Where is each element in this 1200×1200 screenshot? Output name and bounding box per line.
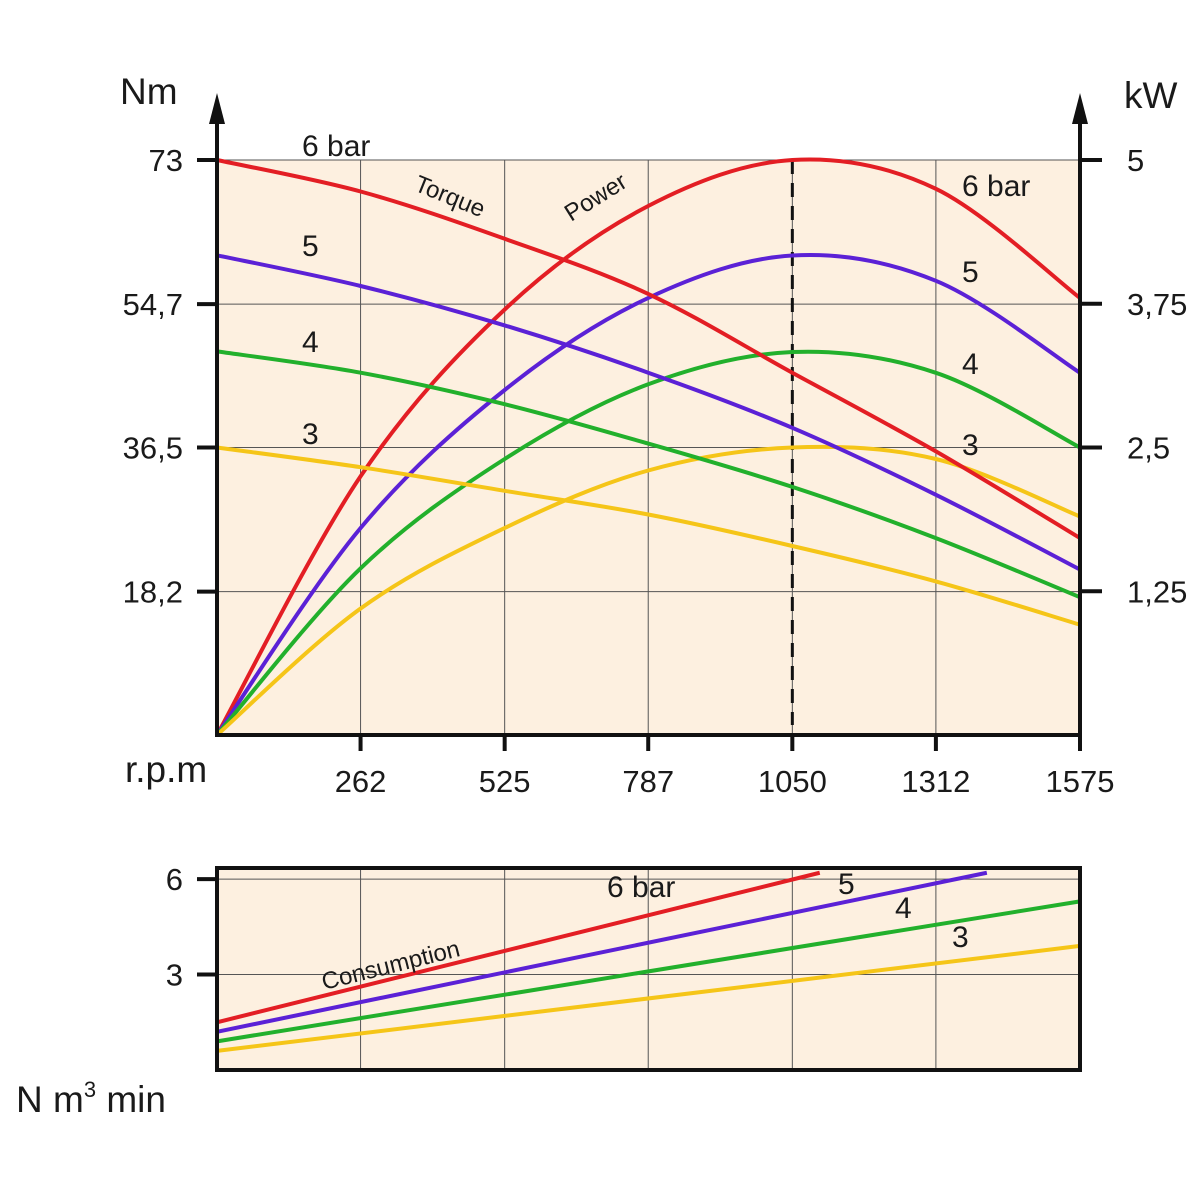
right-y-axis-title: kW: [1124, 75, 1178, 116]
right-y-axis-arrow-icon: [1072, 93, 1088, 124]
torque-label-6-bar: 6 bar: [302, 130, 370, 163]
power-curve-4: [215, 349, 1081, 737]
consumption-y-tick-label-0: 3: [166, 958, 183, 993]
consumption-line-4: [216, 899, 1081, 1044]
right-y-tick-label-1: 2,5: [1127, 431, 1170, 466]
consumption-frame: [215, 866, 1082, 1072]
consumption-label-4: 4: [895, 892, 912, 925]
torque-label-4: 4: [302, 326, 319, 359]
torque-curve-3: [216, 445, 1081, 627]
x-tick-label-0: 262: [335, 764, 387, 799]
left-y-tick-label-3: 73: [149, 143, 183, 178]
x-tick-label-3: 1050: [758, 764, 827, 799]
consumption-ticks: 36: [166, 862, 217, 993]
right-y-tick-label-2: 3,75: [1127, 287, 1187, 322]
left-y-tick-label-1: 36,5: [123, 431, 183, 466]
power-curve-6: [215, 157, 1082, 736]
consumption-line-5: [216, 870, 988, 1034]
x-tick-label-5: 1575: [1046, 764, 1115, 799]
torque-label-3: 3: [302, 418, 319, 451]
consumption-label-3: 3: [952, 921, 969, 954]
torque-power-chart: 262 525 787 1050 1312 1575 18,2 36,5 54,7 73 1,25 2…: [120, 71, 1187, 799]
x-tick-label-1: 525: [479, 764, 531, 799]
consumption-y-title-rest: min: [96, 1079, 166, 1120]
power-label-6-bar: 6 bar: [962, 170, 1030, 203]
x-tick-label-2: 787: [622, 764, 674, 799]
x-axis-title: r.p.m: [125, 749, 207, 790]
left-y-tick-label-0: 18,2: [123, 575, 183, 610]
left-y-tick-label-2: 54,7: [123, 287, 183, 322]
power-curve-5: [215, 252, 1082, 737]
torque-curve-4: [216, 349, 1081, 600]
consumption-y-title-sup: 3: [84, 1077, 96, 1102]
consumption-chart: 36 Consumption 6 bar 5 4 3 N m3 min: [16, 862, 1082, 1120]
consumption-grid: [217, 868, 1081, 1070]
consumption-y-title-main: N m: [16, 1079, 84, 1120]
torque-label-5: 5: [302, 230, 319, 263]
power-label-4: 4: [962, 348, 979, 381]
torque-curve-6: [216, 158, 1082, 540]
x-tick-label-4: 1312: [901, 764, 970, 799]
right-y-tick-label-0: 1,25: [1127, 574, 1187, 609]
right-y-tick-label-3: 5: [1127, 143, 1144, 178]
left-y-axis-arrow-icon: [209, 93, 225, 124]
torque-power-ticks: 262 525 787 1050 1312 1575 18,2 36,5 54,7 73 1,25 2…: [123, 143, 1188, 799]
torque-curve-5: [216, 253, 1081, 572]
consumption-curves: [216, 870, 1081, 1053]
left-y-axis-title: Nm: [120, 71, 178, 112]
torque-power-curves: [215, 157, 1082, 737]
consumption-y-axis-title: N m3 min: [16, 1077, 166, 1120]
consumption-label-6-bar: 6 bar: [607, 871, 675, 904]
power-label-5: 5: [962, 256, 979, 289]
consumption-label-5: 5: [838, 868, 855, 901]
consumption-line-3: [216, 943, 1081, 1053]
power-label-3: 3: [962, 429, 979, 462]
power-curve-3: [215, 444, 1081, 737]
consumption-line-6: [216, 870, 821, 1025]
consumption-y-tick-label-1: 6: [166, 862, 183, 897]
